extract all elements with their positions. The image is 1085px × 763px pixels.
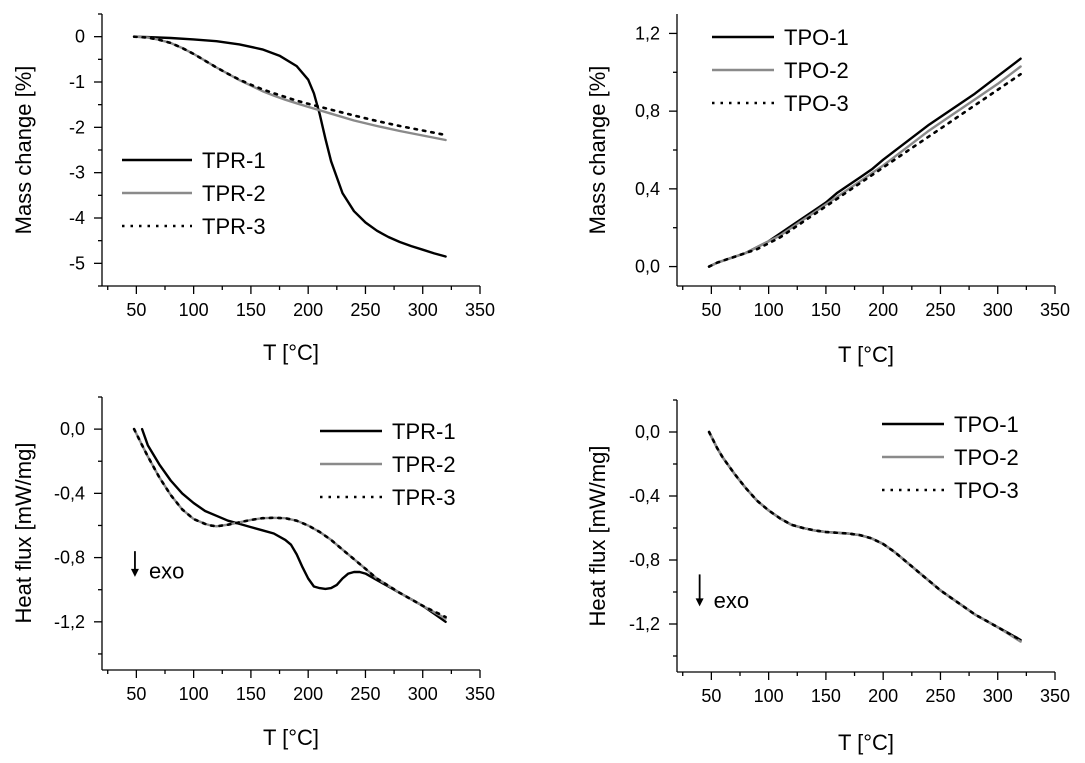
legend-label-tpo-1: TPO-1 xyxy=(784,25,849,50)
legend-label-tpo-2: TPO-2 xyxy=(954,445,1019,470)
y-axis-title: Mass change [%] xyxy=(585,66,610,235)
legend-label-tpr-2: TPR-2 xyxy=(392,452,456,477)
legend-label-tpr-3: TPR-3 xyxy=(202,214,266,239)
y-tick-label: -3 xyxy=(69,163,85,183)
y-tick-label: 0,4 xyxy=(635,179,660,199)
x-tick-label: 100 xyxy=(754,686,784,706)
x-tick-label: 200 xyxy=(868,300,898,320)
x-axis-title: T [°C] xyxy=(263,725,319,750)
legend: TPO-1 TPO-2 TPO-3 xyxy=(882,412,1019,503)
y-tick-label: -0,8 xyxy=(629,550,660,570)
x-tick-label: 100 xyxy=(179,684,209,704)
x-axis-title: T [°C] xyxy=(838,730,894,755)
x-tick-label: 200 xyxy=(293,684,323,704)
series-line-tpr-3 xyxy=(134,37,446,135)
y-tick-label: -0,4 xyxy=(54,483,85,503)
x-tick-label: 50 xyxy=(126,684,146,704)
y-axis-title: Heat flux [mW/mg] xyxy=(585,446,610,627)
chart-panel-4: 50 100 150 200 250 300 350 0,0 -0,4 -0,8 -1,2 Heat … xyxy=(585,400,1070,755)
y-tick-label: 0,8 xyxy=(635,101,660,121)
legend-label-tpo-3: TPO-3 xyxy=(954,478,1019,503)
exo-annotation-label: exo xyxy=(149,558,184,583)
series-line-tpr-1 xyxy=(134,37,446,257)
y-tick-label: -1,2 xyxy=(54,612,85,632)
x-tick-label: 250 xyxy=(350,684,380,704)
y-axis-title: Mass change [%] xyxy=(11,66,36,235)
legend-label-tpo-3: TPO-3 xyxy=(784,91,849,116)
legend: TPR-1 TPR-2 TPR-3 xyxy=(122,148,266,239)
legend-label-tpr-1: TPR-1 xyxy=(392,419,456,444)
x-tick-label: 50 xyxy=(701,686,721,706)
y-tick-label: -4 xyxy=(69,208,85,228)
exo-arrow-head-icon xyxy=(131,569,139,577)
y-tick-label: -1,2 xyxy=(629,614,660,634)
x-tick-label: 200 xyxy=(293,300,323,320)
y-tick-label: -2 xyxy=(69,117,85,137)
y-tick-label: -0,4 xyxy=(629,486,660,506)
x-tick-label: 100 xyxy=(754,300,784,320)
x-tick-label: 300 xyxy=(983,686,1013,706)
x-tick-label: 250 xyxy=(350,300,380,320)
x-tick-label: 350 xyxy=(1040,300,1070,320)
x-tick-label: 150 xyxy=(811,686,841,706)
legend-label-tpo-1: TPO-1 xyxy=(954,412,1019,437)
x-tick-label: 150 xyxy=(236,684,266,704)
y-tick-label: -5 xyxy=(69,253,85,273)
x-tick-label: 250 xyxy=(925,300,955,320)
y-tick-label: 0,0 xyxy=(60,419,85,439)
legend: TPR-1 TPR-2 TPR-3 xyxy=(320,419,456,510)
x-tick-label: 50 xyxy=(126,300,146,320)
y-tick-label: 0 xyxy=(75,27,85,47)
x-tick-label: 250 xyxy=(925,686,955,706)
x-tick-label: 350 xyxy=(465,300,495,320)
y-tick-label: 0,0 xyxy=(635,422,660,442)
y-tick-label: 1,2 xyxy=(635,23,660,43)
legend-label-tpo-2: TPO-2 xyxy=(784,58,849,83)
x-axis-title: T [°C] xyxy=(838,342,894,367)
chart-panel-1: 50 100 150 200 250 300 350 0 -1 -2 -3 -4 -5 Mass chan… xyxy=(11,14,495,365)
y-tick-label: 0,0 xyxy=(635,257,660,277)
x-tick-label: 300 xyxy=(408,300,438,320)
x-tick-label: 350 xyxy=(1040,686,1070,706)
x-tick-label: 150 xyxy=(811,300,841,320)
x-tick-label: 150 xyxy=(236,300,266,320)
series-line-tpo-1 xyxy=(709,59,1021,267)
exo-arrow-head-icon xyxy=(696,598,704,606)
chart-panel-2: 50 100 150 200 250 300 350 0,0 0,4 0,8 1,2 Mass cha… xyxy=(585,14,1070,367)
y-axis-title: Heat flux [mW/mg] xyxy=(11,443,36,624)
y-tick-label: -0,8 xyxy=(54,548,85,568)
x-tick-label: 300 xyxy=(408,684,438,704)
legend-label-tpr-3: TPR-3 xyxy=(392,485,456,510)
x-tick-label: 50 xyxy=(701,300,721,320)
chart-panel-3: 50 100 150 200 250 300 350 0,0 -0,4 -0,8 -1,2 Heat … xyxy=(11,397,495,750)
legend-label-tpr-2: TPR-2 xyxy=(202,181,266,206)
x-tick-label: 200 xyxy=(868,686,898,706)
y-tick-label: -1 xyxy=(69,72,85,92)
x-tick-label: 300 xyxy=(983,300,1013,320)
legend-label-tpr-1: TPR-1 xyxy=(202,148,266,173)
x-tick-label: 350 xyxy=(465,684,495,704)
x-tick-label: 100 xyxy=(179,300,209,320)
exo-annotation-label: exo xyxy=(714,588,749,613)
legend: TPO-1 TPO-2 TPO-3 xyxy=(712,25,849,116)
x-axis-title: T [°C] xyxy=(263,340,319,365)
series-line-tpo-2 xyxy=(709,67,1021,267)
